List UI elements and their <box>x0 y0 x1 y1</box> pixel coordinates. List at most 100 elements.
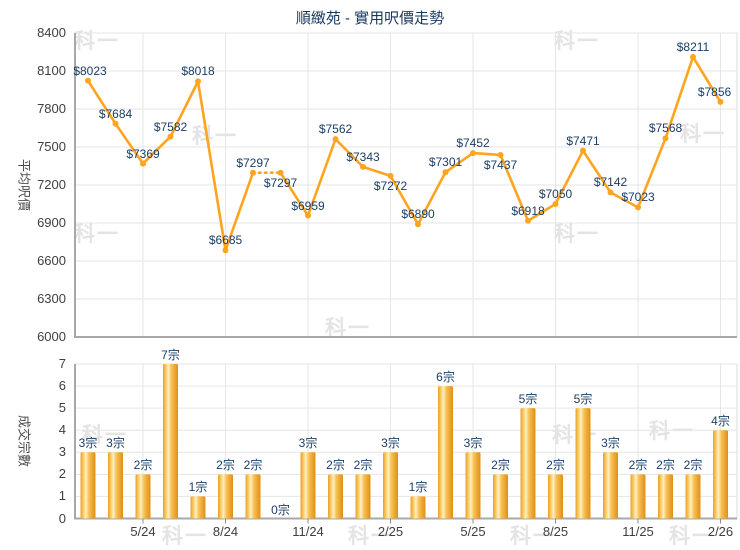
volume-ytick-label: 4 <box>58 422 66 438</box>
volume-bar-label: 0宗 <box>271 502 290 517</box>
price-point-marker <box>442 169 449 176</box>
price-ytick-label: 6600 <box>37 253 66 268</box>
x-axis-label: 11/24 <box>292 524 324 539</box>
volume-bar <box>218 474 233 519</box>
volume-bar-label: 5宗 <box>518 392 538 407</box>
volume-bar-label: 3宗 <box>601 436 620 451</box>
price-point-label: $7272 <box>373 178 408 193</box>
price-point-marker <box>387 172 394 179</box>
chart-title: 順緻苑 - 實用呎價走勢 <box>295 10 445 27</box>
volume-bar-label: 1宗 <box>188 480 208 495</box>
price-point-label: $7343 <box>346 149 380 164</box>
x-axis-label: 8/24 <box>212 524 239 539</box>
watermark-text: 科一 <box>325 317 371 340</box>
volume-bar-label: 4宗 <box>711 414 730 429</box>
volume-bar-label: 2宗 <box>243 458 263 473</box>
volume-bar <box>465 452 481 519</box>
volume-bar-label: 2宗 <box>491 458 510 473</box>
watermark-text: 科一 <box>649 420 695 443</box>
watermark-text: 科一 <box>348 525 394 548</box>
volume-bar-label: 2宗 <box>133 458 153 473</box>
price-point-marker <box>250 169 256 176</box>
volume-bar <box>355 474 371 519</box>
price-point-marker <box>717 98 724 105</box>
price-point-marker <box>195 78 201 85</box>
price-point-label: $7684 <box>98 106 133 121</box>
price-point-marker <box>580 147 586 154</box>
price-point-label: $7452 <box>456 136 490 151</box>
price-point-marker <box>222 247 229 254</box>
price-point-marker <box>305 212 311 219</box>
price-point-marker <box>140 160 146 167</box>
volume-bar-label: 3宗 <box>381 436 400 451</box>
x-axis-label: 5/25 <box>460 524 486 539</box>
volume-bar-label: 2宗 <box>656 458 675 473</box>
price-point-label: $7582 <box>153 119 188 134</box>
volume-bar-label: 3宗 <box>78 436 98 451</box>
price-ytick-label: 6000 <box>37 329 66 344</box>
volume-bar-label: 2宗 <box>683 458 703 473</box>
price-point-label: $6918 <box>511 203 545 218</box>
price-point-marker <box>690 53 696 60</box>
price-point-marker <box>360 163 366 170</box>
price-point-label: $7568 <box>648 121 683 136</box>
volume-bar-label: 7宗 <box>161 348 180 362</box>
watermark-text: 科一 <box>554 30 600 53</box>
watermark-text: 科一 <box>74 223 120 246</box>
volume-bar <box>630 474 646 519</box>
price-point-marker <box>662 135 669 142</box>
price-point-label: $6685 <box>208 233 243 248</box>
volume-ytick-label: 7 <box>58 356 66 371</box>
price-point-marker <box>635 204 641 211</box>
price-point-label: $8023 <box>73 63 107 78</box>
volume-bar-label: 3宗 <box>298 436 318 451</box>
price-point-marker <box>470 150 476 157</box>
volume-bar <box>245 474 261 519</box>
price-ytick-label: 8100 <box>37 63 66 78</box>
price-point-marker <box>277 169 284 176</box>
x-axis-label: 2/25 <box>377 524 404 539</box>
volume-bar <box>603 452 618 519</box>
price-point-label: $8211 <box>676 39 710 54</box>
price-point-marker <box>415 221 421 228</box>
volume-ytick-label: 1 <box>58 488 66 504</box>
price-point-label: $8018 <box>181 64 215 79</box>
volume-bar-label: 2宗 <box>353 458 373 473</box>
volume-ytick-label: 2 <box>58 466 66 482</box>
volume-ytick-label: 5 <box>58 400 66 416</box>
price-point-label: $7297 <box>263 175 298 190</box>
price-point-label: $7050 <box>538 187 573 201</box>
volume-ytick-label: 3 <box>58 444 66 460</box>
price-point-label: $7471 <box>566 133 600 148</box>
volume-bar <box>658 474 673 519</box>
volume-bar <box>520 408 536 519</box>
volume-bar <box>135 474 151 519</box>
volume-bar <box>685 474 701 519</box>
price-point-marker <box>552 201 559 207</box>
x-axis-label: 8/25 <box>542 524 569 539</box>
volume-bar-label: 6宗 <box>436 370 455 385</box>
price-point-marker <box>607 189 614 196</box>
watermark-text: 科一 <box>162 525 208 548</box>
price-point-marker <box>167 133 174 140</box>
volume-bar-label: 1宗 <box>408 480 428 495</box>
price-point-marker <box>332 136 339 143</box>
volume-bar-label: 3宗 <box>106 436 125 451</box>
price-point-label: $6890 <box>401 207 435 222</box>
price-point-label: $7142 <box>593 175 628 190</box>
price-point-label: $7023 <box>621 190 655 205</box>
price-point-label: $7437 <box>483 157 518 172</box>
price-point-label: $7297 <box>236 155 270 170</box>
price-point-label: $7369 <box>126 146 160 161</box>
volume-bar <box>713 430 728 519</box>
volume-bar-label: 2宗 <box>216 458 235 473</box>
price-point-marker <box>497 151 504 158</box>
volume-bar-label: 2宗 <box>326 458 345 473</box>
volume-bar <box>328 474 343 519</box>
watermark-text: 科一 <box>510 525 556 548</box>
watermark-text: 科一 <box>669 525 715 548</box>
volume-bar <box>190 496 206 519</box>
price-point-marker <box>525 217 531 224</box>
